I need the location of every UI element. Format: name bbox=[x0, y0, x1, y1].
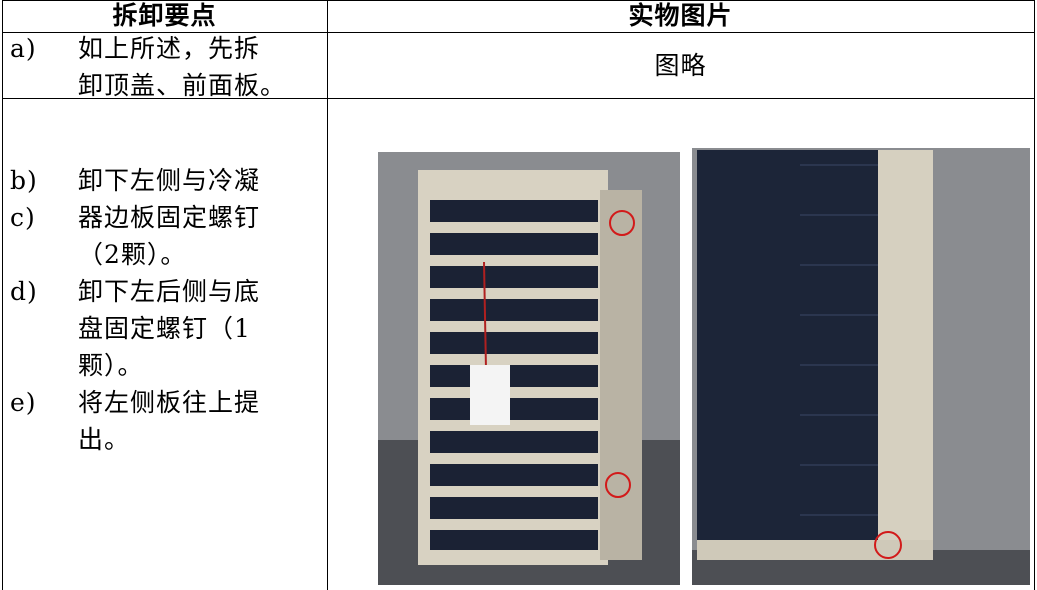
step-text: 如上所述，先拆 bbox=[78, 34, 261, 63]
photo-right bbox=[692, 148, 1030, 585]
step-text: 卸顶盖、前面板。 bbox=[78, 71, 287, 100]
header-cell: 实物图片 bbox=[628, 1, 733, 30]
photo-left bbox=[378, 152, 680, 585]
step-marker: a) bbox=[10, 34, 37, 63]
step-text: 器边板固定螺钉 bbox=[78, 203, 261, 232]
picture-note: 图略 bbox=[654, 51, 707, 80]
step-marker: b) bbox=[10, 166, 38, 195]
table-border bbox=[327, 0, 328, 590]
step-text: （2颗）。 bbox=[78, 240, 187, 269]
table-border bbox=[2, 0, 3, 590]
step-text: 卸下左侧与冷凝 bbox=[78, 166, 261, 195]
step-marker: e) bbox=[10, 388, 37, 417]
step-marker: c) bbox=[10, 203, 36, 232]
table-border bbox=[1034, 0, 1035, 590]
header-cell: 拆卸要点 bbox=[112, 1, 217, 30]
step-text: 颗）。 bbox=[78, 351, 144, 380]
step-text: 出。 bbox=[78, 425, 131, 454]
step-text: 将左侧板往上提 bbox=[78, 388, 261, 417]
table-border bbox=[2, 98, 1035, 99]
table-border bbox=[2, 32, 1035, 33]
step-text: 盘固定螺钉（1 bbox=[78, 314, 251, 343]
step-marker: d) bbox=[10, 277, 38, 306]
step-text: 卸下左后侧与底 bbox=[78, 277, 261, 306]
table-border bbox=[2, 0, 1035, 1]
